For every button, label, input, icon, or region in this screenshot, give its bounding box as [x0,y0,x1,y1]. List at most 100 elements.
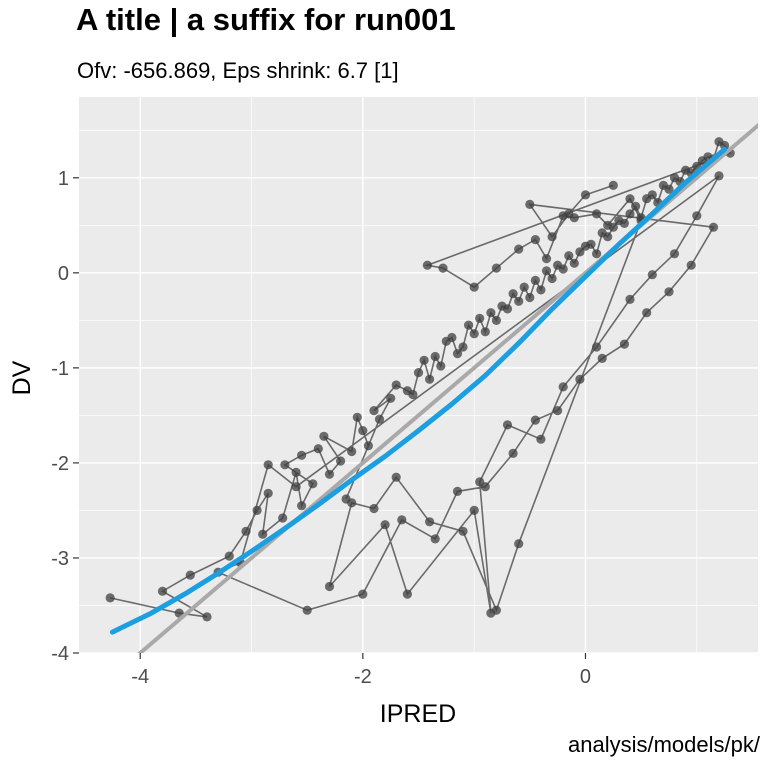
data-point [558,382,568,392]
y-tick-label: -3 [51,548,69,570]
data-point [358,589,368,599]
data-point [592,209,602,219]
data-point [391,472,401,482]
data-point [419,355,429,365]
data-point [336,456,346,466]
data-point [436,361,446,371]
data-point [224,551,234,561]
data-point [105,593,115,603]
data-point [464,320,474,330]
data-point [625,209,635,219]
data-point [603,232,613,242]
data-point [664,287,674,297]
y-axis-label: DV [8,360,36,395]
data-point [363,441,373,451]
data-point [475,313,485,323]
data-point [514,296,524,306]
y-tick-label: -4 [51,643,69,665]
data-point [458,342,468,352]
data-point [452,486,463,496]
data-point [425,374,435,384]
data-point [564,251,574,261]
data-point [319,431,329,441]
data-point [592,249,602,259]
data-point [391,380,401,390]
y-tick-label: -2 [51,453,69,475]
data-point [185,570,195,580]
data-point [547,273,557,284]
data-point [525,292,535,303]
data-point [402,589,412,599]
data-point [480,327,490,337]
data-point [469,282,479,292]
y-tick-label: 0 [58,263,69,285]
data-point [425,517,435,527]
data-point [491,315,501,325]
data-point [352,412,362,422]
data-point [669,249,680,259]
data-point [252,505,262,515]
data-point [447,332,457,343]
data-point [530,415,541,425]
data-point [569,258,579,268]
data-point [491,263,501,273]
data-point [536,434,546,444]
data-point [324,581,335,592]
y-tick-label: 1 [58,168,69,190]
data-point [547,232,557,242]
data-point [430,351,440,362]
data-point [564,209,574,219]
plot-caption: analysis/models/pk/ [568,732,760,757]
data-point [525,199,535,209]
data-point [291,482,301,492]
data-point [508,289,518,299]
data-point [580,190,591,200]
data-point [597,353,607,363]
data-point [297,501,307,511]
data-point [508,448,518,458]
data-point [480,482,490,492]
data-point [397,515,407,525]
plot-subtitle: Ofv: -656.869, Eps shrink: 6.7 [1] [77,58,399,83]
x-axis-label: IPRED [380,700,456,728]
data-point [347,498,357,508]
data-point [647,270,657,280]
data-point [458,526,468,536]
data-point [692,211,702,221]
x-tick-label: 0 [580,666,591,688]
data-point [530,235,541,245]
data-point [308,479,318,489]
data-point [541,254,552,264]
data-point [514,244,524,254]
data-point [536,285,546,295]
data-point [408,389,418,400]
data-point [558,264,568,274]
data-point [619,339,630,349]
data-point [502,420,513,430]
data-point [157,586,168,596]
data-point [297,450,307,460]
data-point [708,222,719,232]
data-point [291,467,301,477]
data-point [380,520,390,530]
data-point [386,393,396,403]
data-point [664,184,674,194]
data-point [469,505,479,515]
data-point [263,488,273,498]
data-point [280,460,290,470]
data-point [575,374,585,384]
x-tick-label: -2 [354,666,372,688]
data-point [541,266,552,276]
x-tick-label: -4 [131,666,149,688]
data-point [486,308,496,318]
data-point [278,513,288,523]
data-point [430,534,440,544]
data-point [631,201,641,211]
data-point [469,329,479,339]
data-point [313,444,323,454]
data-point [686,260,696,270]
data-point [519,282,529,292]
data-point [502,304,513,314]
data-point [553,406,563,416]
